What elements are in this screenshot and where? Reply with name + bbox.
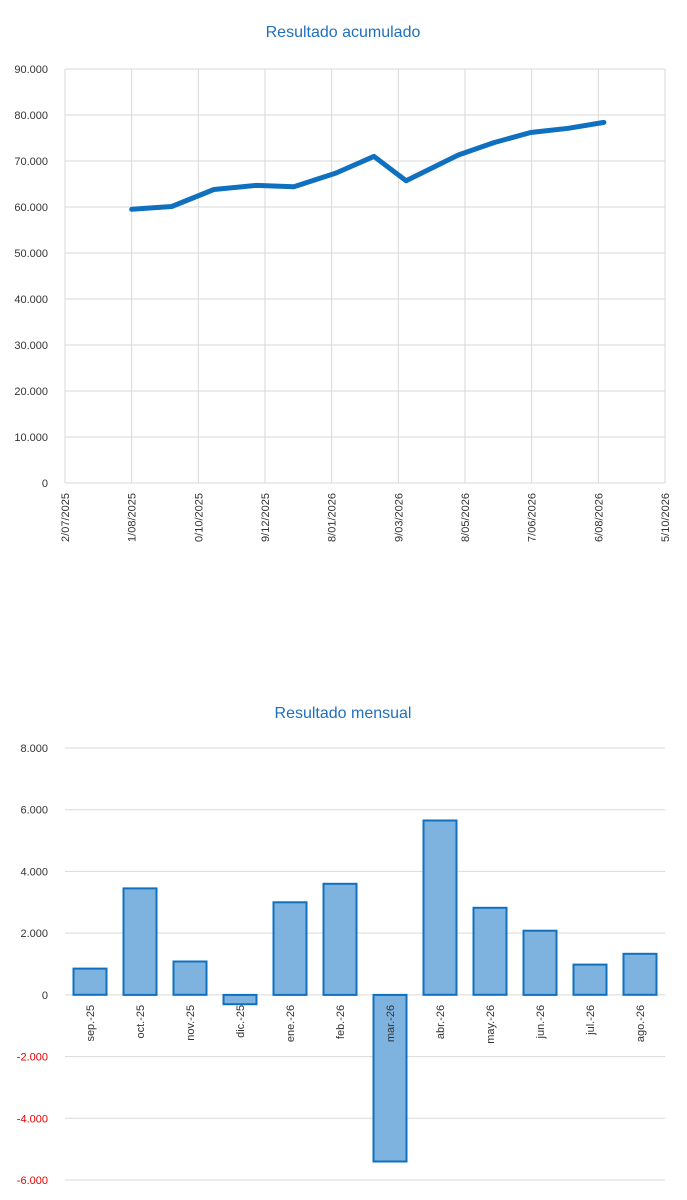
y-tick-label: 4.000 bbox=[20, 866, 48, 878]
bar bbox=[272, 901, 308, 996]
chart-title: Resultado acumulado bbox=[266, 24, 421, 41]
x-tick-label: sep.-25 bbox=[85, 1005, 97, 1042]
x-tick-label: 8/01/2026 bbox=[327, 493, 339, 542]
y-axis-tick-labels: 0 10.000 20.000 30.000 40.000 50.000 60.000 70.… bbox=[14, 64, 48, 490]
bar bbox=[422, 819, 458, 996]
y-tick-label: 60.000 bbox=[14, 202, 48, 214]
bar bbox=[72, 967, 108, 996]
x-tick-label: 6/08/2026 bbox=[593, 493, 605, 542]
bar bbox=[322, 882, 358, 996]
bar bbox=[372, 993, 408, 1163]
bar bbox=[172, 960, 208, 996]
series-line bbox=[129, 119, 607, 212]
x-tick-label: ene.-26 bbox=[285, 1005, 297, 1042]
x-tick-label: ago.-26 bbox=[635, 1005, 647, 1042]
y-tick-label: 20.000 bbox=[14, 386, 48, 398]
series bbox=[129, 119, 607, 212]
x-axis-tick-labels: sep.-25 oct.-25 nov.-25 dic.-25 ene.-26 feb.-… bbox=[85, 1005, 647, 1044]
y-tick-label: 10.000 bbox=[14, 432, 48, 444]
y-tick-label: 50.000 bbox=[14, 248, 48, 260]
x-tick-label: 1/08/2025 bbox=[127, 493, 139, 542]
bar bbox=[472, 906, 508, 996]
x-tick-label: 7/06/2026 bbox=[527, 493, 539, 542]
x-tick-label: mar.-26 bbox=[385, 1005, 397, 1042]
bar bbox=[122, 887, 158, 996]
y-tick-label: 2.000 bbox=[20, 928, 48, 940]
y-tick-label: 30.000 bbox=[14, 340, 48, 352]
chart-title: Resultado mensual bbox=[275, 705, 412, 722]
y-tick-label: 40.000 bbox=[14, 294, 48, 306]
gridlines bbox=[65, 747, 665, 1181]
x-tick-label: 9/03/2026 bbox=[393, 493, 405, 542]
x-tick-label: 9/12/2025 bbox=[260, 493, 272, 542]
bar bbox=[222, 993, 258, 1006]
bar bbox=[622, 952, 658, 996]
y-tick-label: 0 bbox=[42, 990, 48, 1002]
y-tick-label: -4.000 bbox=[17, 1113, 48, 1125]
gridlines bbox=[64, 68, 666, 484]
monthly-result-bar-chart: Resultado mensual -6.000 -4.000 -2.000 0 2.0… bbox=[17, 705, 665, 1187]
x-tick-label: nov.-25 bbox=[185, 1005, 197, 1041]
bar bbox=[522, 929, 558, 996]
x-tick-label: jul.-26 bbox=[585, 1005, 597, 1036]
y-tick-label: 80.000 bbox=[14, 110, 48, 122]
y-tick-label: 6.000 bbox=[20, 805, 48, 817]
x-tick-label: 2/07/2025 bbox=[60, 493, 72, 542]
y-tick-label: 8.000 bbox=[20, 743, 48, 755]
bars bbox=[72, 819, 658, 1163]
bar bbox=[572, 963, 608, 996]
x-tick-label: abr.-26 bbox=[435, 1005, 447, 1039]
x-tick-label: jun.-26 bbox=[535, 1005, 547, 1040]
x-tick-label: dic.-25 bbox=[235, 1005, 247, 1038]
x-tick-label: oct.-25 bbox=[135, 1005, 147, 1039]
x-tick-label: feb.-26 bbox=[335, 1005, 347, 1039]
cumulative-result-line-chart: Resultado acumulado 0 10.000 20.000 30.000 4… bbox=[14, 24, 672, 542]
y-tick-label: 70.000 bbox=[14, 156, 48, 168]
x-tick-label: 5/10/2026 bbox=[660, 493, 672, 542]
x-tick-label: may.-26 bbox=[485, 1005, 497, 1044]
x-tick-label: 0/10/2025 bbox=[193, 493, 205, 542]
x-tick-label: 8/05/2026 bbox=[460, 493, 472, 542]
y-tick-label: 90.000 bbox=[14, 64, 48, 76]
y-tick-label: -6.000 bbox=[17, 1175, 48, 1187]
y-axis-tick-labels: -6.000 -4.000 -2.000 0 2.000 4.000 6.000 8.000 bbox=[17, 743, 48, 1187]
y-tick-label: 0 bbox=[42, 478, 48, 490]
x-axis-tick-labels: 2/07/2025 1/08/2025 0/10/2025 9/12/2025 8/01… bbox=[60, 493, 672, 542]
y-tick-label: -2.000 bbox=[17, 1052, 48, 1064]
